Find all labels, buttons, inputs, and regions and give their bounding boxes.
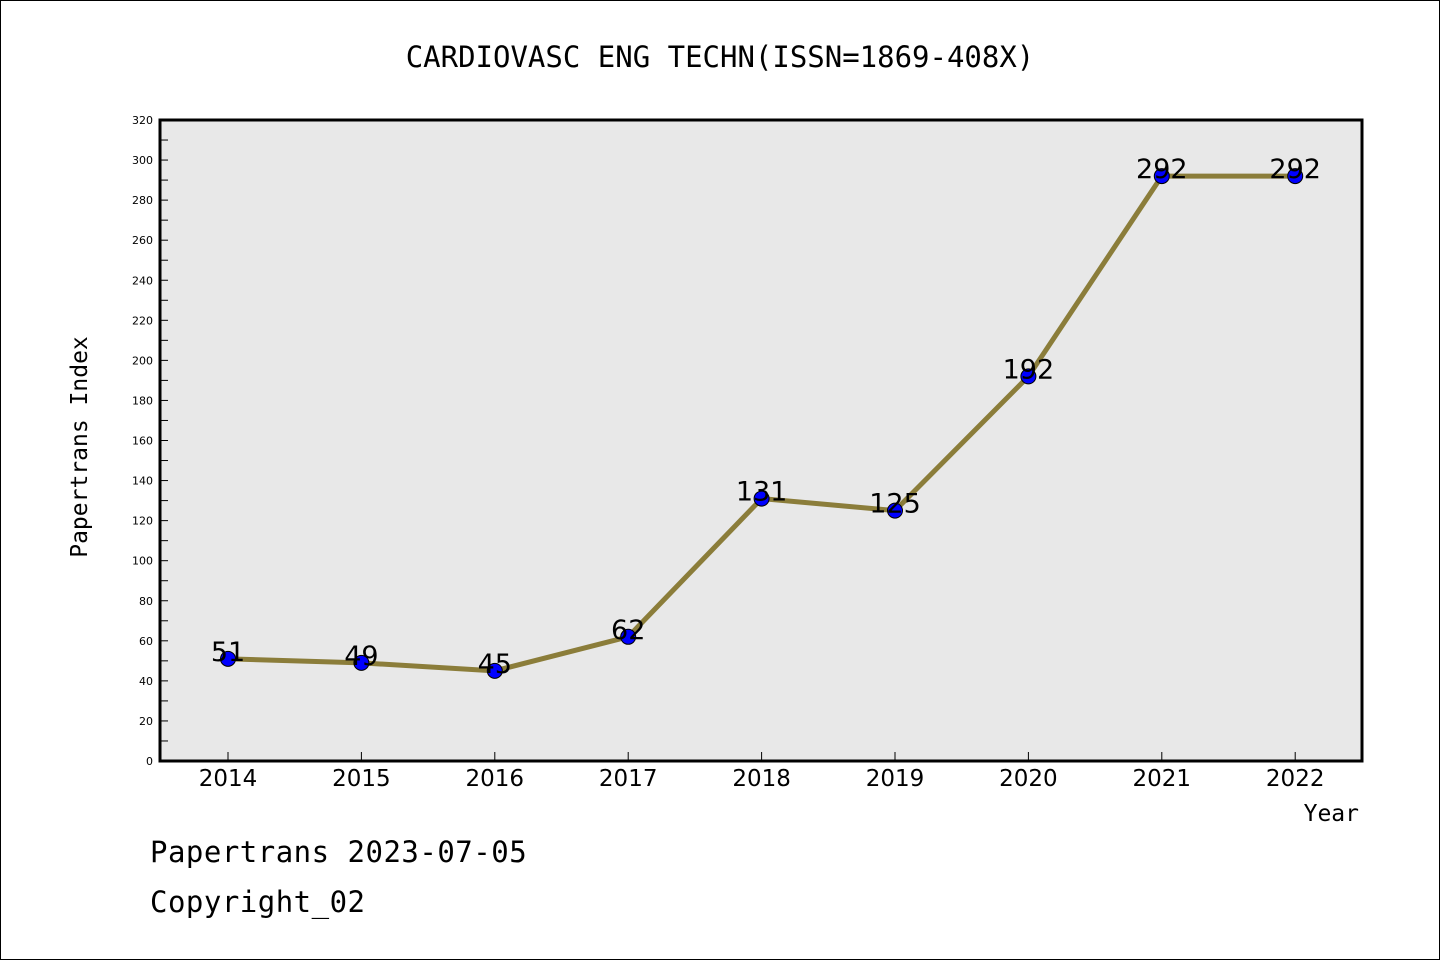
x-tick-label: 2017: [599, 766, 658, 792]
data-label: 125: [869, 489, 921, 520]
plot-area: [158, 118, 1364, 763]
data-label: 51: [211, 637, 245, 668]
data-point: [1020, 368, 1037, 385]
y-tick-label: 200: [132, 354, 153, 367]
y-axis-label: Papertrans Index: [67, 336, 93, 558]
y-tick-label: 300: [132, 154, 153, 167]
x-axis-label: Year: [1304, 801, 1359, 827]
data-point: [753, 490, 770, 507]
x-axis: 2014 2015 2016 2017 2018 2019 2020 2021 2022: [199, 752, 1325, 792]
y-tick-label: 240: [132, 274, 153, 287]
data-point: [220, 650, 236, 667]
data-label: 292: [1269, 154, 1321, 185]
data-point: [620, 628, 637, 645]
y-tick-label: 180: [132, 394, 153, 407]
y-tick-label: 280: [132, 194, 153, 207]
data-label: 131: [736, 477, 788, 508]
series-layer: 51 49 45 62 131 125 192 292 292: [211, 154, 1321, 680]
y-tick-label: 60: [139, 635, 153, 648]
y-axis: 0 20 40 60 80 100 120 140 160 180 200 220 240 260 280 3…: [132, 114, 168, 768]
data-point: [887, 502, 903, 519]
footer-copyright: Copyright_02: [150, 885, 366, 919]
data-label: 49: [344, 641, 378, 672]
data-point: [353, 654, 370, 671]
data-label: 192: [1003, 354, 1055, 385]
y-tick-label: 120: [132, 515, 153, 528]
data-point: [486, 662, 503, 679]
footer-source: Papertrans 2023-07-05: [150, 835, 528, 869]
y-tick-label: 160: [132, 435, 153, 448]
y-tick-label: 320: [132, 114, 153, 127]
chart-title: CARDIOVASC ENG TECHN(ISSN=1869-408X): [406, 40, 1035, 74]
y-tick-label: 100: [132, 555, 153, 568]
x-tick-label: 2022: [1266, 766, 1325, 792]
x-tick-label: 2018: [732, 766, 791, 792]
y-tick-label: 140: [132, 475, 153, 488]
y-tick-label: 0: [146, 755, 153, 768]
x-tick-label: 2020: [999, 766, 1058, 792]
x-tick-label: 2016: [466, 766, 525, 792]
x-tick-label: 2015: [332, 766, 391, 792]
data-point: [1153, 168, 1170, 185]
data-label: 62: [611, 615, 645, 646]
y-tick-label: 220: [132, 314, 153, 327]
data-label: 45: [478, 649, 512, 680]
x-tick-label: 2014: [199, 766, 258, 792]
y-tick-label: 260: [132, 234, 153, 247]
y-tick-label: 80: [139, 595, 153, 608]
data-point: [1287, 168, 1304, 185]
x-tick-label: 2019: [866, 766, 925, 792]
y-tick-label: 40: [139, 675, 153, 688]
x-tick-label: 2021: [1133, 766, 1192, 792]
data-label: 292: [1136, 154, 1188, 185]
y-tick-label: 20: [139, 715, 153, 728]
